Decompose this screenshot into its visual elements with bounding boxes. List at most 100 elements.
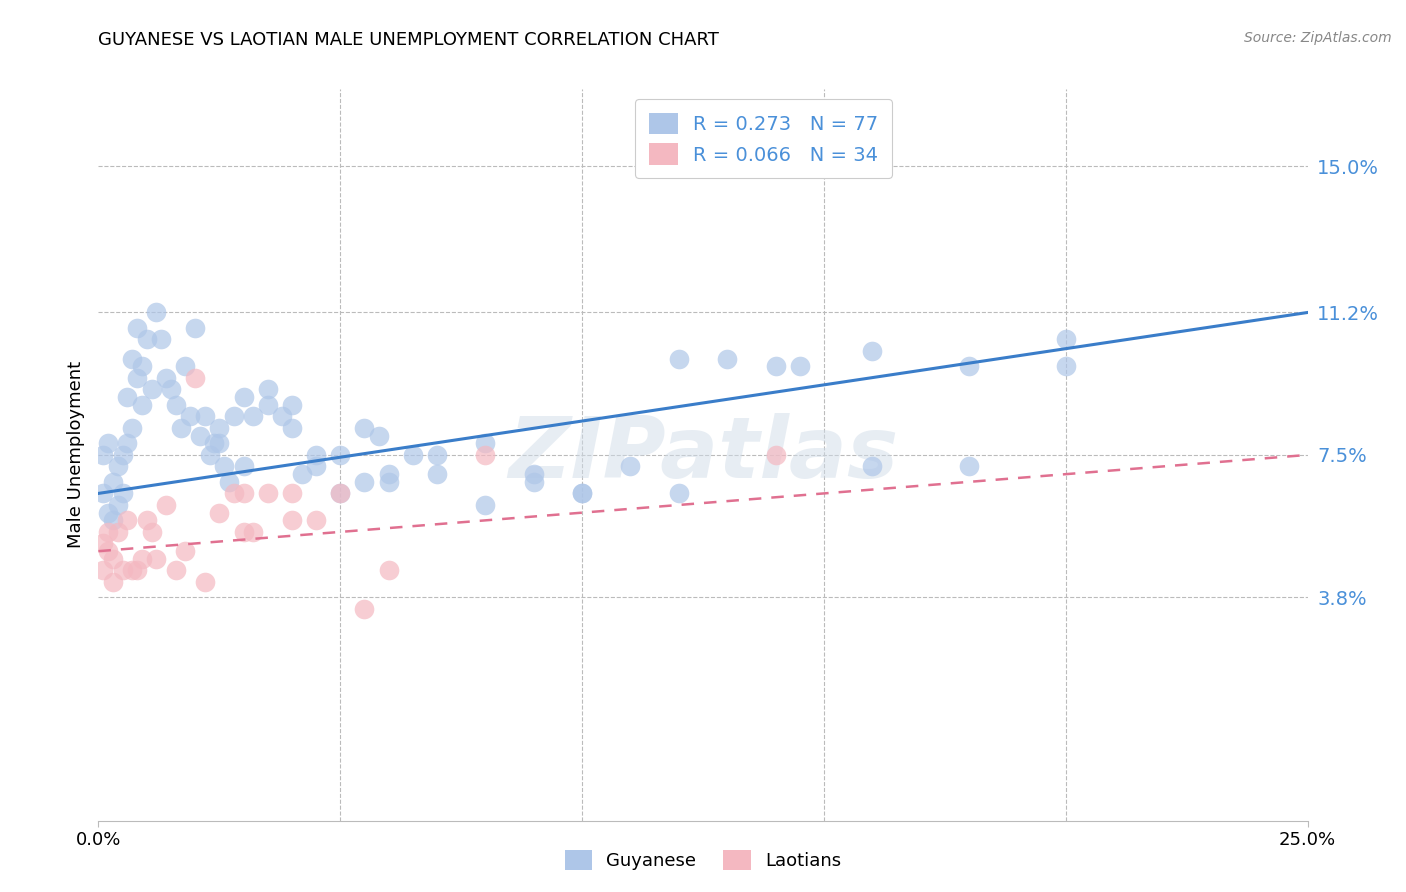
Point: [188, 428, 211, 442]
Point: [571, 486, 593, 500]
Point: [957, 459, 980, 474]
Text: ZIPatlas: ZIPatlas: [508, 413, 898, 497]
Point: [368, 428, 391, 442]
Point: [222, 409, 245, 424]
Point: [150, 333, 173, 347]
Point: [329, 486, 352, 500]
Point: [101, 513, 124, 527]
Point: [377, 563, 399, 577]
Point: [127, 371, 149, 385]
Point: [97, 544, 120, 558]
Point: [353, 602, 375, 616]
Point: [194, 574, 217, 589]
Point: [1054, 359, 1077, 374]
Point: [127, 563, 149, 577]
Point: [97, 436, 120, 450]
Point: [212, 459, 235, 474]
Point: [232, 459, 254, 474]
Point: [571, 486, 593, 500]
Point: [208, 436, 231, 450]
Point: [91, 563, 114, 577]
Text: Source: ZipAtlas.com: Source: ZipAtlas.com: [1244, 31, 1392, 45]
Point: [141, 524, 163, 539]
Point: [131, 359, 153, 374]
Point: [145, 552, 167, 566]
Point: [523, 475, 546, 489]
Point: [91, 448, 114, 462]
Point: [165, 398, 187, 412]
Point: [271, 409, 294, 424]
Point: [107, 524, 129, 539]
Point: [860, 459, 883, 474]
Text: GUYANESE VS LAOTIAN MALE UNEMPLOYMENT CORRELATION CHART: GUYANESE VS LAOTIAN MALE UNEMPLOYMENT CO…: [98, 31, 720, 49]
Point: [97, 524, 120, 539]
Point: [111, 486, 134, 500]
Point: [135, 513, 157, 527]
Point: [184, 321, 207, 335]
Point: [91, 536, 114, 550]
Point: [155, 371, 177, 385]
Point: [474, 498, 496, 512]
Point: [668, 486, 690, 500]
Point: [353, 475, 375, 489]
Point: [111, 448, 134, 462]
Point: [121, 351, 143, 366]
Point: [474, 436, 496, 450]
Point: [179, 409, 201, 424]
Point: [426, 467, 449, 482]
Point: [305, 459, 328, 474]
Point: [353, 421, 375, 435]
Point: [290, 467, 312, 482]
Point: [305, 513, 328, 527]
Point: [232, 524, 254, 539]
Point: [107, 498, 129, 512]
Point: [111, 563, 134, 577]
Point: [426, 448, 449, 462]
Point: [97, 506, 120, 520]
Point: [281, 513, 304, 527]
Point: [117, 513, 139, 527]
Point: [101, 574, 124, 589]
Point: [101, 552, 124, 566]
Point: [135, 333, 157, 347]
Point: [1054, 333, 1077, 347]
Point: [194, 409, 217, 424]
Point: [668, 351, 690, 366]
Point: [242, 524, 264, 539]
Point: [329, 486, 352, 500]
Point: [131, 552, 153, 566]
Point: [377, 467, 399, 482]
Point: [619, 459, 641, 474]
Point: [242, 409, 264, 424]
Point: [329, 448, 352, 462]
Point: [160, 383, 183, 397]
Point: [198, 448, 221, 462]
Point: [281, 486, 304, 500]
Point: [155, 498, 177, 512]
Point: [765, 359, 787, 374]
Point: [208, 506, 231, 520]
Point: [208, 421, 231, 435]
Point: [121, 421, 143, 435]
Point: [957, 359, 980, 374]
Point: [131, 398, 153, 412]
Point: [107, 459, 129, 474]
Point: [127, 321, 149, 335]
Point: [91, 486, 114, 500]
Point: [281, 398, 304, 412]
Point: [474, 448, 496, 462]
Point: [305, 448, 328, 462]
Point: [256, 486, 278, 500]
Point: [117, 436, 139, 450]
Point: [222, 486, 245, 500]
Point: [765, 448, 787, 462]
Point: [141, 383, 163, 397]
Point: [174, 544, 197, 558]
Point: [184, 371, 207, 385]
Point: [256, 398, 278, 412]
Point: [256, 383, 278, 397]
Point: [145, 305, 167, 319]
Point: [789, 359, 811, 374]
Point: [218, 475, 240, 489]
Legend: Guyanese, Laotians: Guyanese, Laotians: [558, 843, 848, 878]
